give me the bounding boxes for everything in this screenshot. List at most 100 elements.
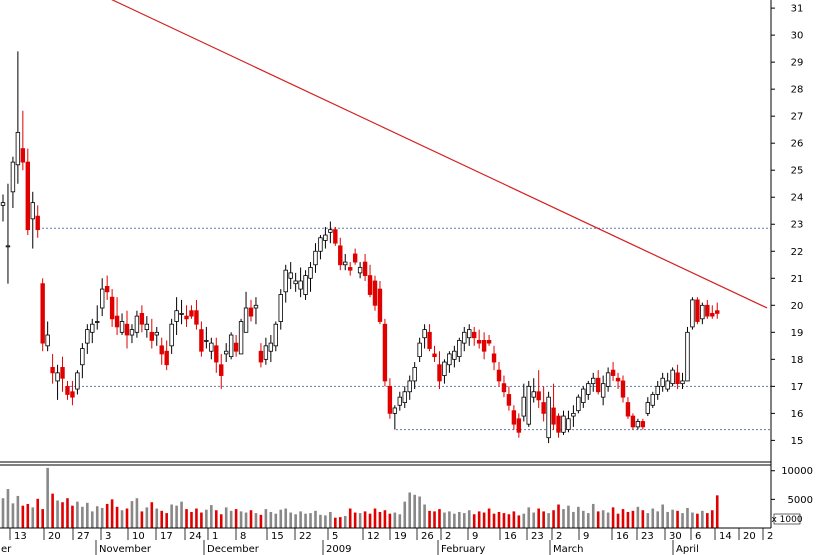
date-axis: 13 20 27 3 10 17 24 1 8 15 22 5 12 19 26 2 9 16 23 2 9 16 23 30… [1, 528, 773, 555]
candle-body [655, 385, 660, 395]
month-label: November [99, 544, 152, 555]
volume-bar [26, 503, 30, 528]
volume-bar [180, 501, 183, 528]
candle-body [189, 310, 194, 317]
candle-body [164, 350, 169, 366]
candle-body [50, 367, 55, 374]
price-axis: 15 16 17 18 19 20 21 22 23 24 25 26 27 28 29 30 31 [771, 4, 803, 447]
volume-bar [512, 511, 516, 528]
volume-bar [200, 512, 203, 528]
candle-body [25, 161, 30, 231]
candlestick-series [0, 51, 720, 444]
candle-body [417, 342, 422, 358]
day-label: 3 [105, 531, 111, 542]
candle-body [75, 372, 80, 390]
candle-body [402, 391, 407, 403]
volume-bar [21, 505, 25, 528]
candle-body [491, 353, 497, 363]
candle-body [169, 323, 174, 347]
volume-bar [185, 509, 188, 528]
candle-body [288, 272, 293, 279]
candle-body [20, 148, 26, 163]
candle-body [640, 421, 646, 428]
day-label: 1 [212, 531, 218, 542]
volume-bar [319, 514, 322, 528]
candle-body [462, 331, 467, 344]
candle-body [109, 296, 115, 320]
volume-bar [66, 498, 69, 528]
candle-body [586, 383, 591, 395]
volume-bar [383, 510, 387, 528]
volume-bar [16, 495, 20, 528]
day-label: 27 [77, 531, 90, 542]
candle-body [313, 250, 318, 266]
volume-bar [676, 510, 679, 528]
candle-body [214, 345, 219, 363]
day-label: 2 [556, 531, 562, 542]
day-label: 20 [743, 531, 756, 542]
candle-body [10, 161, 16, 193]
volume-bar [140, 511, 144, 528]
candle-body [204, 340, 209, 342]
candle-body [104, 285, 110, 293]
volume-bar [611, 507, 615, 528]
month-label: April [676, 544, 699, 555]
volume-bar [701, 510, 704, 528]
volume-bar [289, 512, 292, 528]
candle-body [40, 283, 45, 344]
candle-body [258, 350, 264, 363]
volume-bar [110, 499, 114, 528]
volume-bar [641, 510, 645, 528]
volume-bar [338, 517, 342, 528]
volume-bar [631, 510, 635, 528]
candle-body [347, 267, 353, 271]
day-label: 24 [189, 531, 202, 542]
candle-body [581, 388, 586, 403]
candle-body [85, 329, 90, 344]
candle-body [571, 412, 576, 417]
price-tick-label: 18 [791, 355, 804, 366]
volume-bar [81, 506, 84, 528]
volume-bar [497, 511, 501, 528]
price-tick-label: 25 [791, 166, 804, 177]
candle-body [675, 372, 680, 385]
candle-body [591, 377, 596, 385]
candle-body [228, 334, 234, 358]
candle-body [600, 383, 606, 398]
volume-bar [691, 512, 694, 528]
volume-bar [155, 508, 159, 528]
price-tick-label: 26 [791, 139, 804, 150]
volume-bar [254, 513, 258, 528]
candle-body [114, 315, 120, 328]
volume-bar [6, 489, 10, 528]
trend-line [111, 0, 768, 309]
candle-body [90, 323, 95, 333]
volume-bar [31, 507, 35, 528]
candle-body [511, 410, 517, 425]
support-resistance-levels [38, 227, 771, 431]
candle-body [437, 364, 442, 382]
candle-body [367, 275, 373, 295]
volume-bar [363, 511, 367, 528]
candle-body [546, 396, 551, 439]
price-tick-label: 16 [791, 409, 804, 420]
volume-bar [567, 505, 570, 528]
candle-body [233, 342, 239, 352]
candle-body [447, 353, 452, 366]
month-label: December [207, 544, 260, 555]
volume-bar [393, 512, 397, 528]
candle-body [119, 321, 125, 333]
volume-bar [606, 512, 610, 528]
volume-bar [552, 510, 555, 528]
volume-bar [279, 509, 283, 528]
volume-bar [472, 514, 476, 528]
candle-body [705, 304, 710, 317]
volume-series [1, 467, 719, 528]
volume-bar [492, 513, 496, 528]
volume-bar [591, 503, 595, 528]
candle-body [715, 310, 720, 314]
volume-bar [61, 502, 64, 528]
volume-bar [710, 510, 714, 528]
candle-body [645, 402, 650, 414]
